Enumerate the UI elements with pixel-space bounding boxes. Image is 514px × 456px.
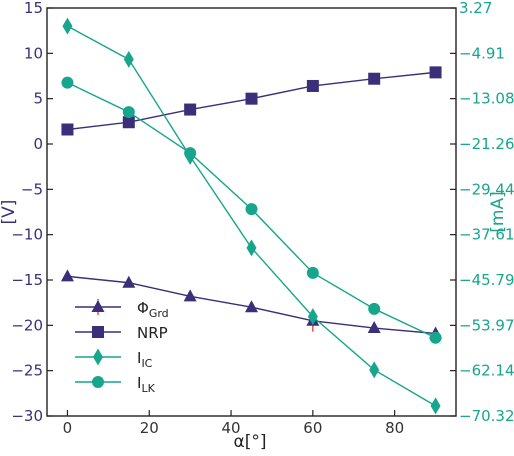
y-left-tick-label: −30 [11,407,43,425]
data-point-circle [306,266,319,279]
y-axis-left-label: [V] [0,200,19,225]
legend-label: NRP [137,324,168,342]
x-tick-label: 0 [63,419,73,437]
data-point-square [306,79,319,92]
data-point-diamond [93,348,103,366]
data-point-diamond [430,397,441,415]
y-right-tick-label: −45.79 [459,271,514,289]
y-left-tick-label: 10 [24,44,43,62]
y-left-tick-label: 0 [33,135,43,153]
data-point-triangle [367,321,381,334]
x-axis-ticks: 0 20 40 60 80 [63,410,404,437]
legend-label-main: I [137,374,141,392]
data-point-diamond [62,17,73,35]
data-point-diamond [123,50,134,68]
data-point-square [92,326,104,338]
x-tick-label: 20 [140,419,159,437]
data-point-circle [61,76,74,89]
x-tick-label: 60 [303,419,322,437]
left-axis-ticks: 15 10 5 0 −5 −10 −15 −20 −25 −30 [11,0,53,425]
y-right-tick-label: −62.14 [459,362,514,380]
legend-label: ILK [137,374,156,395]
data-point-diamond [307,308,318,326]
legend-label-main: Φ [137,299,149,317]
data-point-square [245,92,258,105]
data-point-square [61,123,74,136]
data-point-circle [368,302,381,315]
y-right-tick-label: −53.97 [459,316,514,334]
plot-frame [46,7,457,417]
data-point-triangle [183,289,197,302]
data-point-triangle [122,275,136,288]
data-point-triangle [245,300,258,313]
data-point-circle [184,147,197,160]
x-tick-label: 80 [385,419,404,437]
y-right-tick-label: 3.27 [459,0,492,17]
legend-label: IIC [137,349,153,370]
data-point-triangle [60,269,74,282]
y-right-tick-label: −70.32 [459,407,514,425]
data-point-square [429,66,442,79]
data-point-circle [245,203,258,216]
y-left-tick-label: −15 [11,271,43,289]
y-left-tick-label: 15 [24,0,43,17]
data-point-square [368,72,381,85]
y-axis-right-label: [mA] [488,191,508,232]
series-layer [60,17,443,415]
legend-label-subscript: IC [141,357,152,370]
data-point-diamond [246,239,257,257]
data-point-square [122,116,135,129]
y-left-tick-label: −5 [21,180,43,198]
y-right-tick-label: −37.61 [459,226,514,244]
y-left-tick-label: −20 [11,316,43,334]
y-right-tick-label: −13.08 [459,90,514,108]
y-right-tick-label: −4.91 [459,44,505,62]
data-point-circle [122,106,135,119]
right-axis-ticks: 3.27 −4.91 −13.08 −21.26 −29.44 −37.61 −45.79 −… [450,0,514,425]
y-right-tick-label: −29.44 [459,180,514,198]
legend-label: ΦGrd [137,299,169,320]
y-right-tick-label: −21.26 [459,135,514,153]
y-left-tick-label: −10 [11,226,43,244]
data-point-diamond [369,361,380,379]
data-point-circle [92,376,104,388]
data-point-square [184,103,197,116]
legend-label-main: I [137,349,141,367]
y-left-tick-label: 5 [33,90,43,108]
legend-label-subscript: Grd [149,307,169,320]
x-tick-label: 40 [222,419,241,437]
x-axis-label: α[°] [234,432,267,452]
data-point-triangle [91,300,105,312]
y-left-tick-label: −25 [11,362,43,380]
legend-label-main: NRP [137,324,168,342]
series-line [67,25,436,407]
data-point-circle [429,331,442,344]
legend-label-subscript: LK [141,382,155,395]
